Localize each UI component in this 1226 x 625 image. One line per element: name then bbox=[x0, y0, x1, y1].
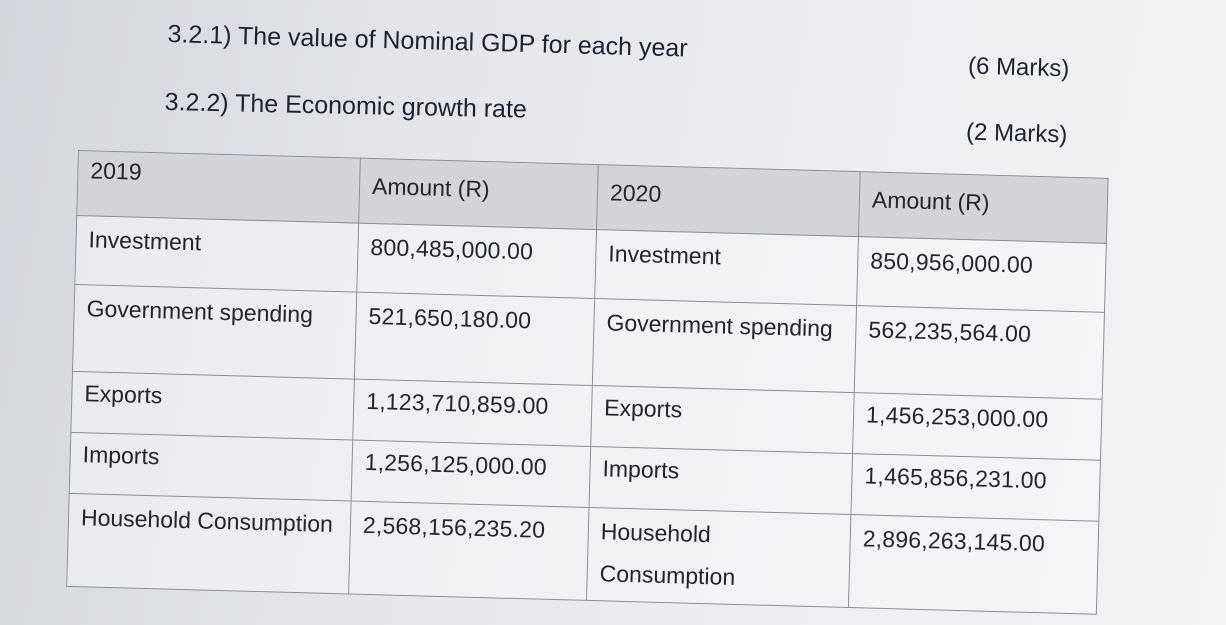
amount-2019: 1,256,125,000.00 bbox=[351, 440, 591, 508]
item-2019: Government spending bbox=[72, 284, 357, 380]
marks-3-2-2: (2 Marks) bbox=[965, 118, 1068, 149]
question-3-2-2: 3.2.2) The Economic growth rate bbox=[164, 88, 528, 124]
amount-2020: 562,235,564.00 bbox=[854, 305, 1105, 400]
amount-2020: 850,956,000.00 bbox=[856, 236, 1107, 313]
item-2020: Investment bbox=[594, 229, 859, 306]
header-amount-2019: Amount (R) bbox=[358, 158, 599, 230]
amount-2019: 2,568,156,235.20 bbox=[348, 501, 590, 601]
header-year-2019: 2019 bbox=[76, 150, 361, 224]
amount-2019: 521,650,180.00 bbox=[354, 292, 595, 386]
header-year-2020: 2020 bbox=[596, 164, 861, 237]
amount-2019: 1,123,710,859.00 bbox=[352, 379, 593, 447]
item-2020: Government spending bbox=[592, 298, 857, 393]
amount-2020: 2,896,263,145.00 bbox=[848, 514, 1099, 615]
amount-2020: 1,465,856,231.00 bbox=[850, 453, 1101, 522]
item-2020: Imports bbox=[589, 446, 853, 515]
header-amount-2020: Amount (R) bbox=[858, 171, 1109, 244]
question-3-2-1: 3.2.1) The value of Nominal GDP for each… bbox=[167, 20, 688, 63]
amount-2019: 800,485,000.00 bbox=[356, 223, 597, 299]
item-2019: Imports bbox=[69, 432, 353, 502]
item-2019: Exports bbox=[70, 371, 355, 441]
item-2020: Exports bbox=[590, 385, 855, 454]
item-2020: Household Consumption bbox=[586, 507, 851, 608]
amount-2020: 1,456,253,000.00 bbox=[852, 392, 1103, 461]
item-2019: Investment bbox=[74, 215, 359, 293]
item-2019: Household Consumption bbox=[66, 493, 352, 594]
gdp-components-table: 2019 Amount (R) 2020 Amount (R) Investme… bbox=[66, 150, 1109, 615]
marks-3-2-1: (6 Marks) bbox=[967, 52, 1070, 83]
